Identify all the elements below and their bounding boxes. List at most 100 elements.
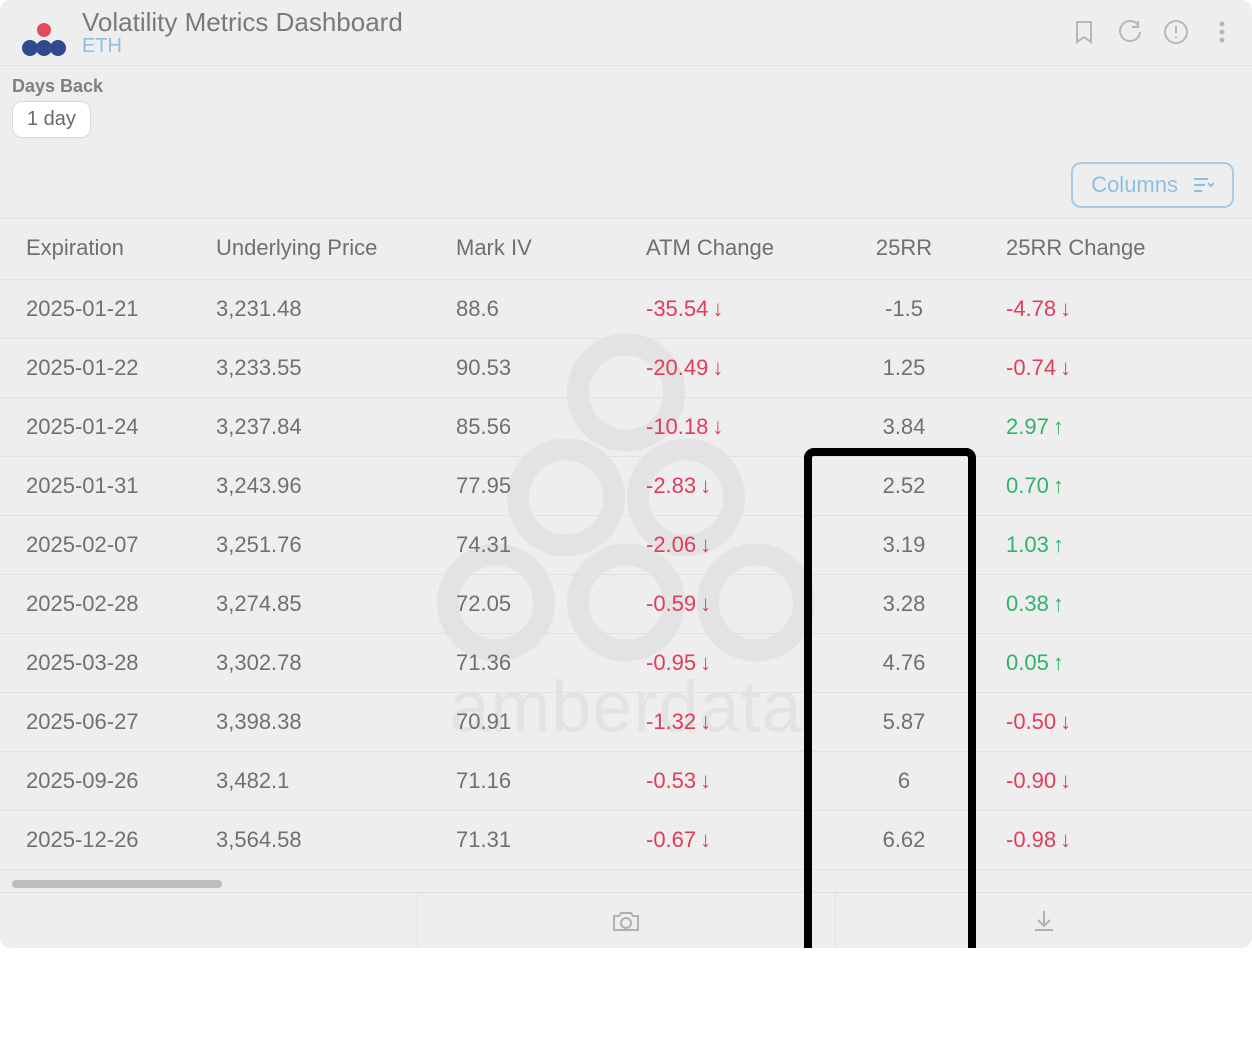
- col-header-atm-change[interactable]: ATM Change: [620, 219, 820, 280]
- cell-expiration: 2025-02-07: [0, 516, 190, 575]
- cell-atm-change: -0.67↓: [620, 811, 820, 870]
- cell-atm-change: -0.95↓: [620, 634, 820, 693]
- cell-expiration: 2025-01-31: [0, 457, 190, 516]
- more-icon[interactable]: [1208, 18, 1236, 46]
- days-back-label: Days Back: [12, 76, 1240, 97]
- horizontal-scrollbar[interactable]: [0, 870, 1252, 892]
- col-header-underlying-price[interactable]: Underlying Price: [190, 219, 430, 280]
- title-block: Volatility Metrics Dashboard ETH: [82, 8, 1070, 58]
- footer-bar: [0, 892, 1252, 948]
- columns-button[interactable]: Columns: [1071, 162, 1234, 208]
- cell-25rr: 4.76: [820, 634, 980, 693]
- table-row[interactable]: 2025-09-263,482.171.16-0.53↓6-0.90↓: [0, 752, 1252, 811]
- table-body: 2025-01-213,231.4888.6-35.54↓-1.5-4.78↓2…: [0, 280, 1252, 870]
- download-icon: [1031, 908, 1057, 934]
- cell-mark-iv: 72.05: [430, 575, 620, 634]
- cell-mark-iv: 90.53: [430, 339, 620, 398]
- cell-expiration: 2025-09-26: [0, 752, 190, 811]
- cell-25rr-change: -0.98↓: [980, 811, 1252, 870]
- col-header-25rr[interactable]: 25RR: [820, 219, 980, 280]
- table-row[interactable]: 2025-01-313,243.9677.95-2.83↓2.520.70↑: [0, 457, 1252, 516]
- cell-mark-iv: 71.16: [430, 752, 620, 811]
- cell-mark-iv: 71.31: [430, 811, 620, 870]
- cell-25rr: -1.5: [820, 280, 980, 339]
- alert-icon[interactable]: [1162, 18, 1190, 46]
- cell-expiration: 2025-03-28: [0, 634, 190, 693]
- table-row[interactable]: 2025-12-263,564.5871.31-0.67↓6.62-0.98↓: [0, 811, 1252, 870]
- refresh-icon[interactable]: [1116, 18, 1144, 46]
- controls-row: Days Back 1 day: [0, 66, 1252, 144]
- screenshot-button[interactable]: [417, 893, 834, 948]
- cell-25rr-change: 2.97↑: [980, 398, 1252, 457]
- cell-25rr-change: -0.50↓: [980, 693, 1252, 752]
- cell-atm-change: -20.49↓: [620, 339, 820, 398]
- cell-25rr-change: 0.38↑: [980, 575, 1252, 634]
- cell-underlying-price: 3,231.48: [190, 280, 430, 339]
- cell-mark-iv: 85.56: [430, 398, 620, 457]
- header-actions: [1070, 18, 1236, 46]
- table-header-row: Expiration Underlying Price Mark IV ATM …: [0, 219, 1252, 280]
- col-header-mark-iv[interactable]: Mark IV: [430, 219, 620, 280]
- download-button[interactable]: [835, 893, 1252, 948]
- cell-25rr: 6.62: [820, 811, 980, 870]
- cell-25rr-change: 0.05↑: [980, 634, 1252, 693]
- cell-mark-iv: 74.31: [430, 516, 620, 575]
- cell-atm-change: -35.54↓: [620, 280, 820, 339]
- cell-underlying-price: 3,243.96: [190, 457, 430, 516]
- bookmark-icon[interactable]: [1070, 18, 1098, 46]
- cell-underlying-price: 3,233.55: [190, 339, 430, 398]
- panel-header: Volatility Metrics Dashboard ETH: [0, 0, 1252, 66]
- columns-button-label: Columns: [1091, 172, 1178, 198]
- table-row[interactable]: 2025-02-283,274.8572.05-0.59↓3.280.38↑: [0, 575, 1252, 634]
- cell-expiration: 2025-02-28: [0, 575, 190, 634]
- cell-mark-iv: 70.91: [430, 693, 620, 752]
- cell-25rr-change: -0.74↓: [980, 339, 1252, 398]
- cell-atm-change: -10.18↓: [620, 398, 820, 457]
- page-subtitle: ETH: [82, 35, 1070, 58]
- cell-underlying-price: 3,564.58: [190, 811, 430, 870]
- cell-25rr: 3.28: [820, 575, 980, 634]
- table-row[interactable]: 2025-06-273,398.3870.91-1.32↓5.87-0.50↓: [0, 693, 1252, 752]
- cell-atm-change: -0.59↓: [620, 575, 820, 634]
- cell-expiration: 2025-12-26: [0, 811, 190, 870]
- cell-atm-change: -1.32↓: [620, 693, 820, 752]
- col-header-25rr-change[interactable]: 25RR Change: [980, 219, 1252, 280]
- columns-filter-icon: [1192, 175, 1214, 195]
- brand-logo-icon: [16, 20, 72, 60]
- cell-expiration: 2025-01-22: [0, 339, 190, 398]
- cell-25rr-change: 1.03↑: [980, 516, 1252, 575]
- cell-underlying-price: 3,398.38: [190, 693, 430, 752]
- table-row[interactable]: 2025-01-243,237.8485.56-10.18↓3.842.97↑: [0, 398, 1252, 457]
- cell-25rr: 1.25: [820, 339, 980, 398]
- cell-25rr: 6: [820, 752, 980, 811]
- table-row[interactable]: 2025-01-223,233.5590.53-20.49↓1.25-0.74↓: [0, 339, 1252, 398]
- cell-underlying-price: 3,274.85: [190, 575, 430, 634]
- cell-25rr-change: -0.90↓: [980, 752, 1252, 811]
- table-wrap: amberdata Expiration Underlying Price Ma…: [0, 218, 1252, 870]
- cell-expiration: 2025-01-24: [0, 398, 190, 457]
- columns-row: Columns: [0, 144, 1252, 218]
- cell-25rr: 5.87: [820, 693, 980, 752]
- cell-25rr: 3.84: [820, 398, 980, 457]
- cell-atm-change: -2.06↓: [620, 516, 820, 575]
- cell-25rr: 3.19: [820, 516, 980, 575]
- days-back-select[interactable]: 1 day: [12, 101, 91, 138]
- cell-expiration: 2025-06-27: [0, 693, 190, 752]
- cell-underlying-price: 3,482.1: [190, 752, 430, 811]
- scroll-thumb[interactable]: [12, 880, 222, 888]
- cell-mark-iv: 71.36: [430, 634, 620, 693]
- col-header-expiration[interactable]: Expiration: [0, 219, 190, 280]
- dashboard-panel: Volatility Metrics Dashboard ETH: [0, 0, 1252, 948]
- table-row[interactable]: 2025-02-073,251.7674.31-2.06↓3.191.03↑: [0, 516, 1252, 575]
- table-row[interactable]: 2025-01-213,231.4888.6-35.54↓-1.5-4.78↓: [0, 280, 1252, 339]
- cell-mark-iv: 77.95: [430, 457, 620, 516]
- camera-icon: [611, 908, 641, 934]
- table-row[interactable]: 2025-03-283,302.7871.36-0.95↓4.760.05↑: [0, 634, 1252, 693]
- footer-cell-left: [0, 893, 417, 948]
- cell-underlying-price: 3,237.84: [190, 398, 430, 457]
- cell-underlying-price: 3,251.76: [190, 516, 430, 575]
- page-title: Volatility Metrics Dashboard: [82, 8, 1070, 37]
- volatility-table: Expiration Underlying Price Mark IV ATM …: [0, 218, 1252, 870]
- cell-25rr: 2.52: [820, 457, 980, 516]
- cell-underlying-price: 3,302.78: [190, 634, 430, 693]
